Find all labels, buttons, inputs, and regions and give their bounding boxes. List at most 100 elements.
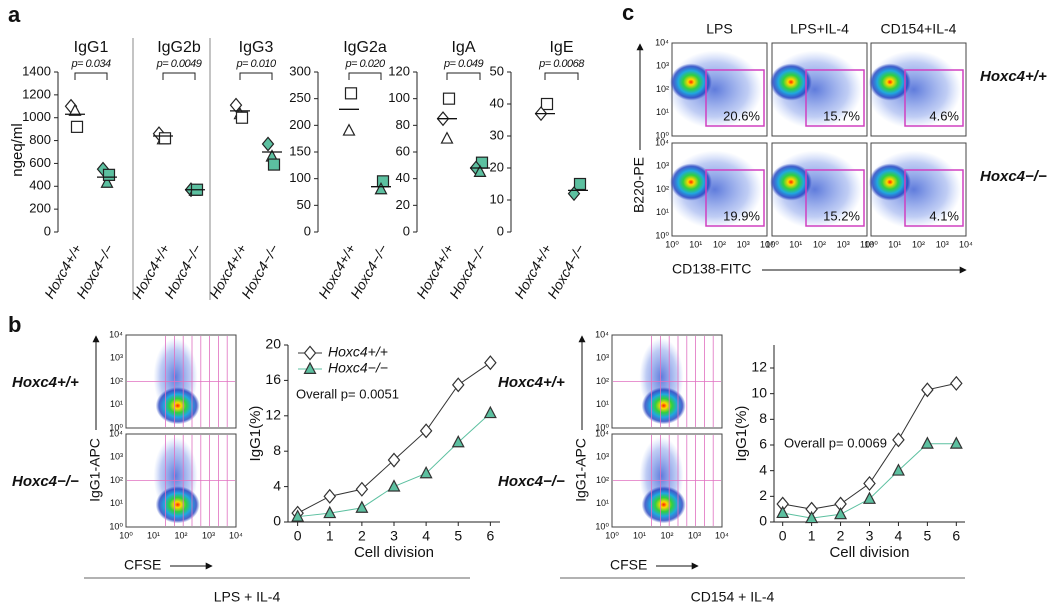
flow-tick-label: 10² bbox=[656, 84, 669, 94]
square-marker bbox=[573, 177, 587, 191]
y-tick-label: 0 bbox=[403, 223, 410, 238]
annotation: p= 0.0049 bbox=[156, 58, 202, 70]
gate bbox=[705, 69, 765, 127]
legend-label: Hoxc4−/− bbox=[328, 360, 388, 376]
chart-title: IgA bbox=[451, 39, 475, 56]
triangle-marker bbox=[342, 123, 356, 136]
flow-tick-label: 10¹ bbox=[110, 399, 123, 409]
y-tick-label: 200 bbox=[289, 117, 311, 132]
diamond-marker bbox=[950, 375, 963, 391]
y-tick-label: 250 bbox=[289, 90, 311, 105]
gate bbox=[705, 169, 765, 227]
gate-percent: 15.2% bbox=[823, 208, 860, 223]
flow-tick-label: 10² bbox=[596, 475, 609, 485]
column-label: LPS bbox=[706, 21, 732, 37]
flow-density bbox=[670, 63, 712, 101]
flow-tick-label: 10⁴ bbox=[595, 329, 609, 339]
bracket bbox=[348, 72, 382, 80]
y-tick-label: 12 bbox=[751, 359, 767, 375]
y-tick-label: 1200 bbox=[22, 86, 51, 101]
chart-title: IgG2a bbox=[343, 39, 387, 56]
flow-tick-label: 10² bbox=[912, 239, 925, 249]
x-tick-label: 6 bbox=[952, 528, 960, 544]
y-tick-label: 8 bbox=[759, 410, 767, 426]
flow-tick-label: 10³ bbox=[596, 353, 609, 363]
flow-tick-label: 10⁰ bbox=[109, 422, 123, 432]
triangle-marker bbox=[920, 436, 934, 449]
flow-tick-label: 10³ bbox=[936, 239, 949, 249]
flow-tick-label: 10⁴ bbox=[109, 329, 123, 339]
y-axis-label: ngeq/ml bbox=[9, 123, 26, 176]
y-axis-label: IgG1(%) bbox=[247, 406, 264, 462]
x-tick-label: 5 bbox=[454, 528, 462, 544]
x-tick-label: 1 bbox=[326, 528, 334, 544]
triangle-marker bbox=[473, 164, 487, 177]
flow-tick-label: 10⁰ bbox=[765, 239, 779, 249]
gate-percent: 4.6% bbox=[929, 108, 959, 123]
flow-tick-label: 10² bbox=[110, 475, 123, 485]
panel-label: c bbox=[622, 0, 634, 25]
flow-tick-label: 10³ bbox=[656, 161, 669, 171]
x-tick-label: 4 bbox=[422, 528, 430, 544]
flow-tick-label: 10⁰ bbox=[665, 239, 679, 249]
flow-tick-label: 10⁰ bbox=[655, 130, 669, 140]
square-marker bbox=[158, 132, 172, 145]
bracket bbox=[162, 72, 196, 80]
triangle-marker bbox=[355, 500, 369, 513]
triangle-marker bbox=[440, 131, 454, 144]
flow-tick-label: 10² bbox=[660, 530, 673, 540]
flow-tick-label: 10⁴ bbox=[229, 530, 243, 540]
flow-density bbox=[770, 163, 812, 201]
y-tick-label: 50 bbox=[297, 197, 311, 212]
flow-x-label: CD138-FITC bbox=[672, 261, 751, 277]
square-marker bbox=[344, 87, 358, 100]
row-label: Hoxc4−/− bbox=[498, 473, 565, 490]
flow-density bbox=[641, 486, 686, 524]
flow-tick-label: 10⁴ bbox=[595, 428, 609, 438]
flow-tick-label: 10⁰ bbox=[655, 230, 669, 240]
bracket bbox=[446, 72, 481, 80]
diamond-marker bbox=[387, 452, 401, 468]
flow-tick-label: 10² bbox=[656, 184, 669, 194]
triangle-marker bbox=[891, 463, 905, 476]
annotation: p= 0.049 bbox=[443, 58, 484, 70]
triangle-marker bbox=[419, 465, 433, 479]
chart-title: IgG3 bbox=[239, 39, 274, 56]
y-tick-label: 50 bbox=[490, 63, 504, 78]
flow-x-label: CFSE bbox=[124, 557, 161, 573]
flow-tick-label: 10¹ bbox=[888, 239, 901, 249]
column-label: LPS+IL-4 bbox=[790, 21, 849, 37]
chart-title: IgG1 bbox=[74, 39, 109, 56]
y-tick-label: 0 bbox=[304, 223, 311, 238]
y-tick-label: 1000 bbox=[22, 109, 51, 124]
chart-title: IgG2b bbox=[157, 39, 201, 56]
y-tick-label: 4 bbox=[759, 461, 767, 477]
gate bbox=[805, 169, 865, 227]
y-tick-label: 0 bbox=[44, 223, 51, 238]
flow-tick-label: 10¹ bbox=[633, 530, 646, 540]
x-tick-label: 0 bbox=[294, 528, 302, 544]
y-tick-label: 30 bbox=[490, 127, 504, 142]
flow-density bbox=[770, 63, 812, 101]
square-marker bbox=[235, 111, 249, 124]
y-tick-label: 0 bbox=[497, 223, 504, 238]
square-marker bbox=[102, 168, 116, 181]
diamond-marker bbox=[451, 377, 465, 393]
annotation: p= 0.034 bbox=[70, 58, 111, 70]
triangle-marker bbox=[68, 103, 82, 116]
flow-tick-label: 10³ bbox=[596, 452, 609, 462]
x-tick-label: 1 bbox=[808, 528, 816, 544]
y-tick-label: 60 bbox=[396, 143, 410, 158]
flow-x-label: CFSE bbox=[610, 557, 647, 573]
diamond-marker bbox=[484, 355, 497, 371]
y-tick-label: 8 bbox=[273, 442, 281, 458]
annotation: p= 0.020 bbox=[344, 58, 386, 70]
x-tick-label: 0 bbox=[779, 528, 787, 544]
square-marker bbox=[442, 92, 456, 105]
flow-tick-label: 10² bbox=[110, 376, 123, 386]
y-tick-label: 20 bbox=[396, 197, 410, 212]
annotation: p= 0.0068 bbox=[538, 58, 585, 70]
gate bbox=[904, 69, 964, 127]
y-tick-label: 12 bbox=[265, 407, 281, 423]
